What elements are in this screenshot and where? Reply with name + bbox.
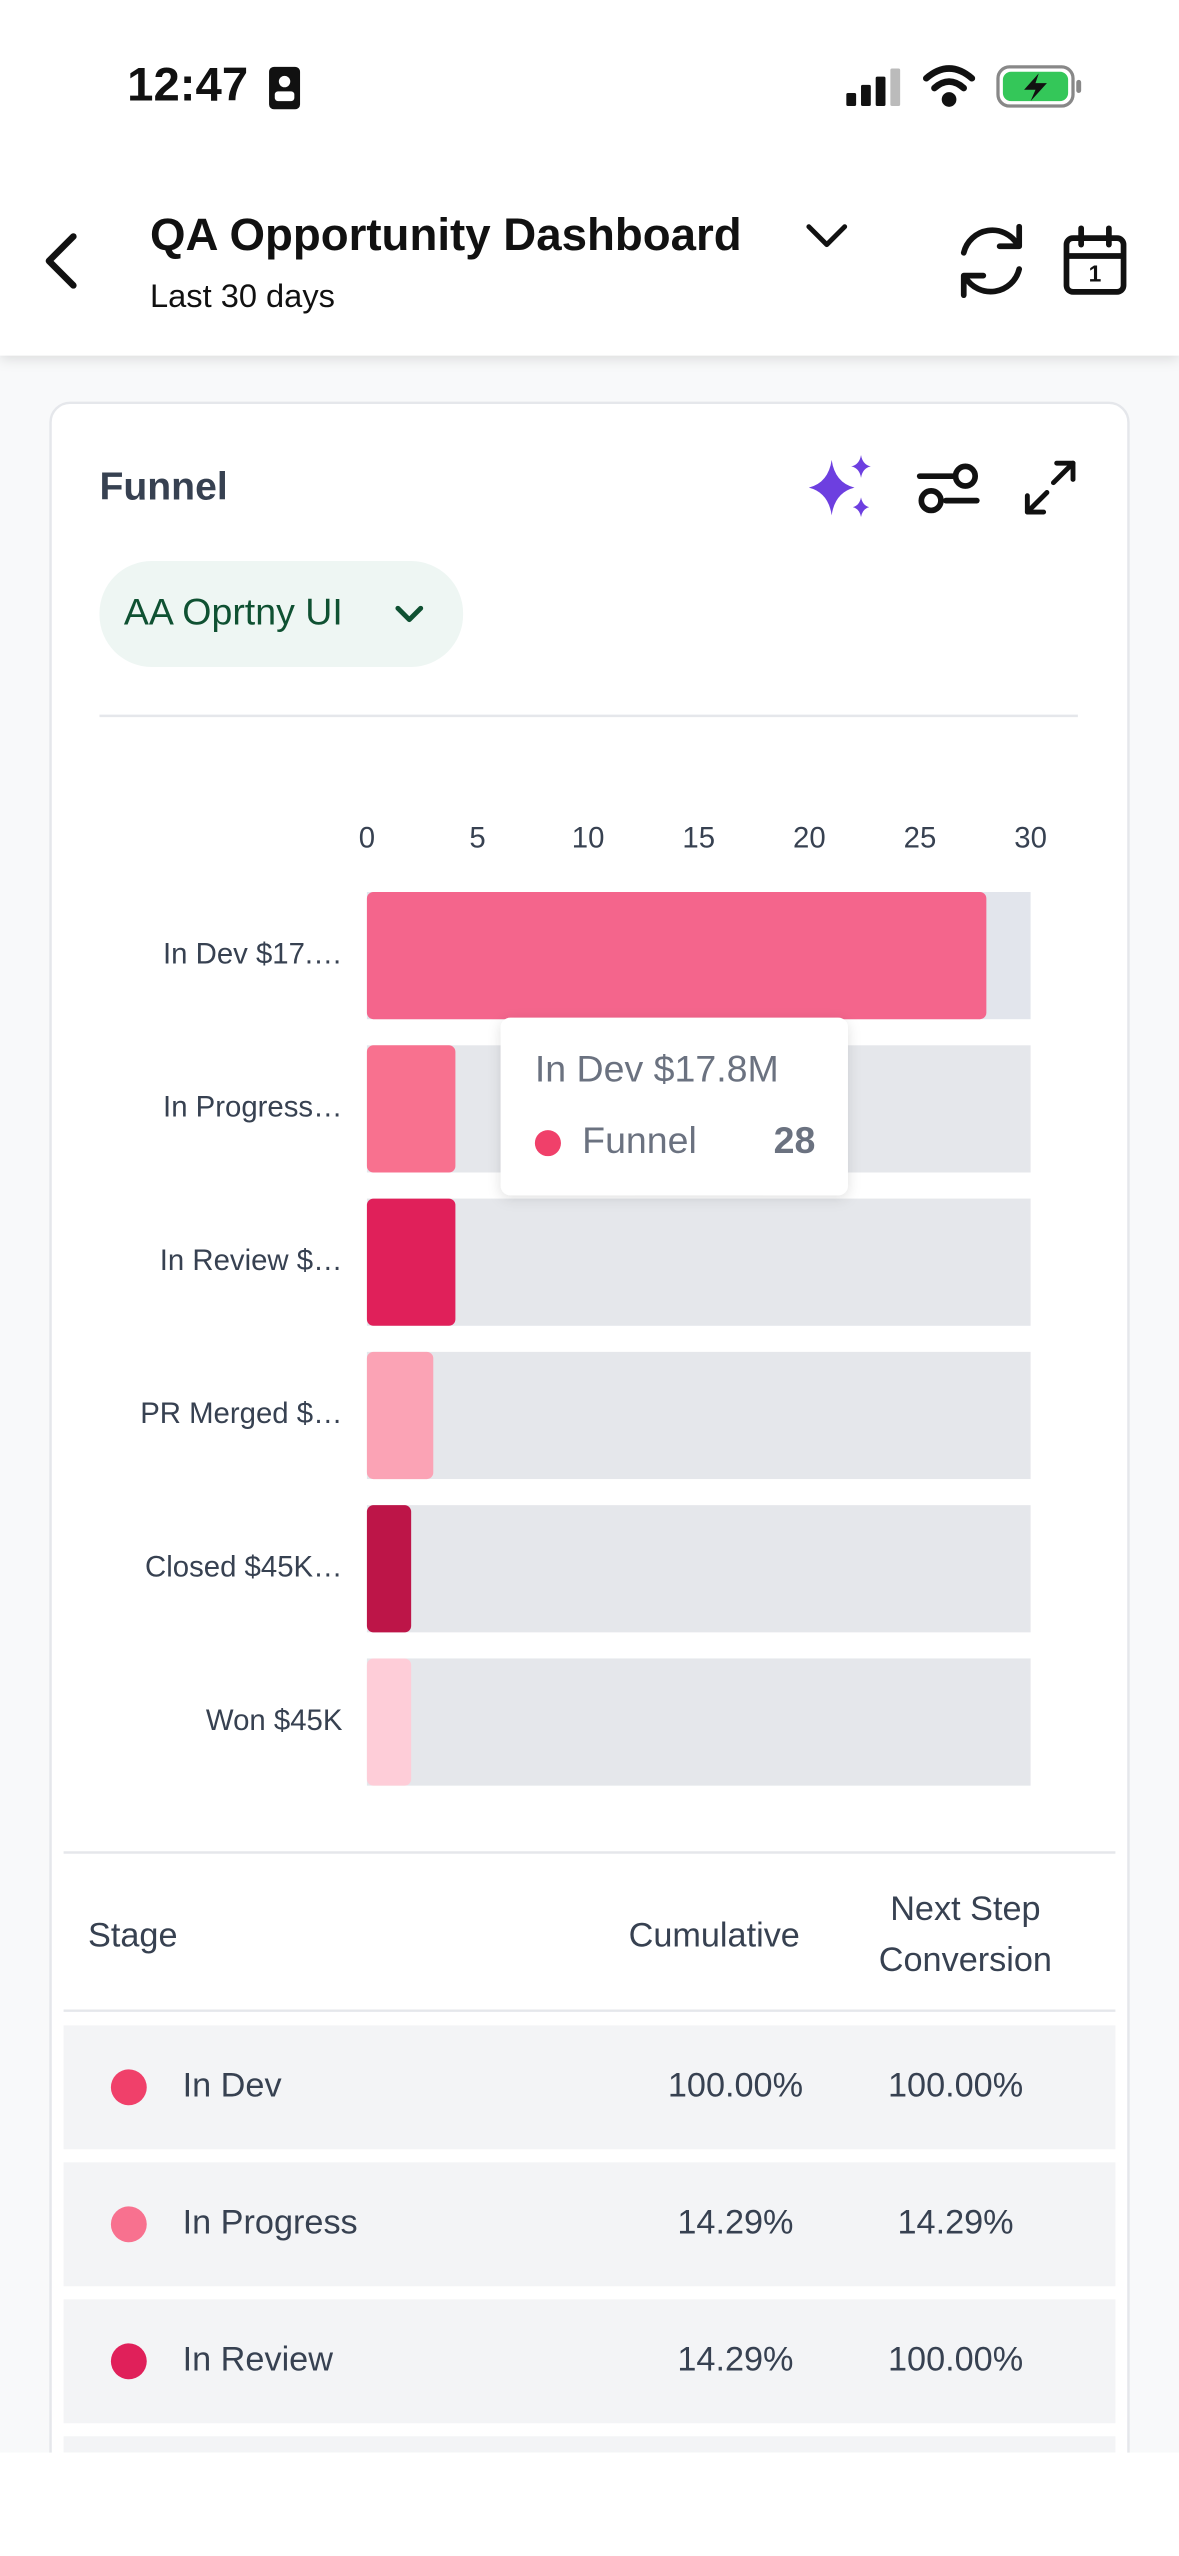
table-header: Conversion	[879, 1941, 1052, 1979]
tooltip-title: In Dev $17.8M	[535, 1047, 779, 1089]
y-tick-label: In Dev $17.…	[163, 937, 342, 970]
x-tick-label: 30	[1014, 822, 1047, 855]
bar-track	[366, 1658, 1031, 1786]
tooltip-series: Funnel	[582, 1119, 697, 1161]
y-tick-label: Won $45K	[206, 1704, 343, 1737]
id-icon	[269, 66, 301, 110]
expand-button[interactable]	[1024, 460, 1076, 515]
table-header: Cumulative	[629, 1916, 800, 1954]
conversion-cell: 100.00%	[888, 2340, 1023, 2378]
cumulative-cell: 14.29%	[677, 2340, 793, 2378]
y-tick-label: Closed $45K…	[145, 1551, 342, 1584]
stage-name: In Review	[183, 2340, 334, 2378]
battery-icon	[996, 65, 1082, 108]
stage-name: In Dev	[183, 2066, 282, 2104]
x-tick-label: 0	[359, 822, 375, 855]
bar	[366, 1198, 456, 1326]
table-row	[63, 2299, 1116, 2424]
bar	[366, 1658, 412, 1786]
status-time: 12:47	[127, 59, 248, 112]
x-tick-label: 5	[469, 822, 485, 855]
dashboard-title[interactable]: QA Opportunity Dashboard	[150, 209, 742, 260]
signal-icon	[846, 68, 901, 107]
tooltip: In Dev $17.8M Funnel 28	[500, 1017, 848, 1196]
conversion-cell: 100.00%	[888, 2066, 1023, 2104]
filter-chip[interactable]	[99, 560, 464, 667]
bar-track	[366, 1198, 1031, 1326]
svg-text:1: 1	[1089, 261, 1102, 287]
tooltip-dot	[534, 1130, 561, 1157]
y-tick-label: In Progress…	[163, 1091, 342, 1124]
stage-name: In Progress	[183, 2203, 358, 2241]
y-tick-label: In Review $…	[160, 1244, 343, 1277]
dashboard-dropdown[interactable]	[806, 224, 848, 248]
conversion-cell: 14.29%	[898, 2203, 1014, 2241]
cumulative-cell: 100.00%	[668, 2066, 803, 2104]
bar-track	[366, 1351, 1031, 1480]
bottom-area	[0, 2452, 1179, 2556]
stage-dot	[110, 2069, 147, 2106]
bar	[366, 1045, 456, 1173]
table-header: Stage	[88, 1916, 177, 1954]
wifi-icon	[922, 65, 976, 107]
bar	[366, 1505, 412, 1633]
stage-dot	[110, 2206, 147, 2243]
tooltip-value: 28	[774, 1119, 816, 1161]
date-range: Last 30 days	[150, 277, 335, 314]
header-bar	[0, 0, 1179, 356]
x-tick-label: 10	[572, 822, 605, 855]
filter-settings-button[interactable]	[916, 463, 980, 514]
card-title: Funnel	[99, 466, 227, 509]
y-tick-label: PR Merged $…	[140, 1397, 342, 1430]
table-body: In Dev 100.00% 100.00% In Progress 14.29% 14.…	[63, 2025, 1116, 2424]
cumulative-cell: 14.29%	[677, 2203, 793, 2241]
x-tick-label: 20	[793, 822, 826, 855]
filter-chip-label[interactable]: AA Oprtny UI	[124, 591, 343, 633]
x-tick-label: 15	[682, 822, 715, 855]
funnel-chart: 0 5 10 15 20 25 30 In Dev $17.… In Progress… In R…	[140, 822, 1047, 1786]
refresh-button[interactable]	[960, 223, 1023, 299]
bar	[366, 892, 987, 1020]
stage-dot	[110, 2343, 147, 2380]
table-row	[63, 2162, 1116, 2287]
back-button[interactable]	[45, 233, 77, 289]
filter-chip-chevron[interactable]	[395, 605, 424, 623]
table-row	[63, 2025, 1116, 2150]
calendar-button[interactable]: 1	[1063, 225, 1127, 295]
ai-button[interactable]	[808, 454, 871, 517]
bar-track	[366, 1505, 1031, 1633]
table-header: Next Step	[890, 1890, 1040, 1928]
table-row-partial	[63, 2436, 1116, 2453]
tooltip-box	[500, 1017, 848, 1196]
x-tick-label: 25	[904, 822, 937, 855]
bar	[366, 1351, 434, 1480]
